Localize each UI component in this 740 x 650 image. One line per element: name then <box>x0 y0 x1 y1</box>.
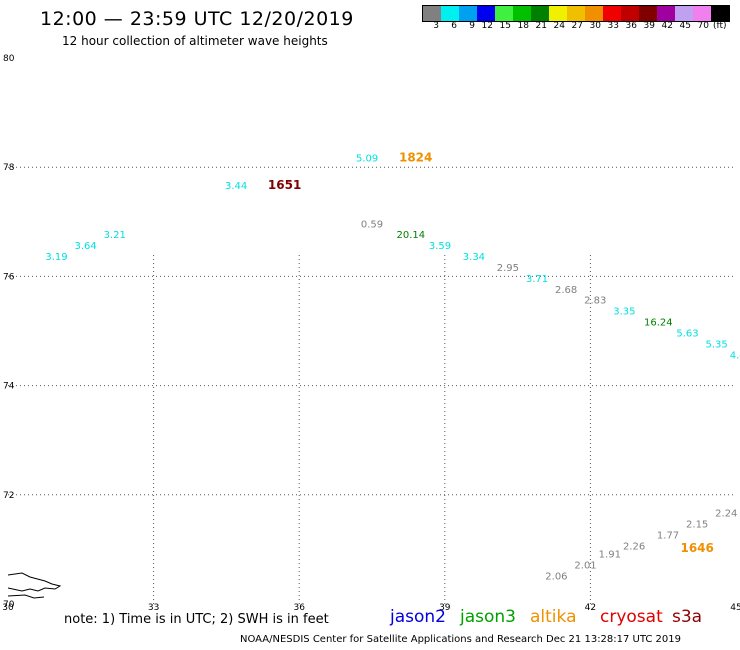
color-scale-label: 21 <box>535 21 547 31</box>
wave-height-label: 20.14 <box>397 230 426 241</box>
color-swatch <box>495 6 513 21</box>
legend-entry: s3a <box>672 607 703 627</box>
color-scale-labels: 3 6 9 12 15 18 21 24 27 30 33 36 39 42 45 70 <box>422 21 710 31</box>
longitude-tick-label: 45 <box>730 603 740 613</box>
wave-height-label: 4.41 <box>730 350 740 361</box>
color-swatch <box>549 6 567 21</box>
color-scale-label: 27 <box>571 21 583 31</box>
color-swatch <box>513 6 531 21</box>
color-swatch <box>603 6 621 21</box>
longitude-tick-label: 42 <box>585 603 596 613</box>
wave-height-label: 2.24 <box>715 509 737 520</box>
color-swatch <box>711 6 729 21</box>
color-scale-label: 24 <box>553 21 565 31</box>
wave-height-label: 16.24 <box>644 318 673 329</box>
legend-entry: altika <box>530 607 577 627</box>
color-swatch <box>675 6 693 21</box>
color-scale-label: 15 <box>499 21 511 31</box>
wave-height-label: 1.91 <box>599 550 621 561</box>
color-swatch <box>657 6 675 21</box>
wave-height-label: 1.77 <box>657 530 679 541</box>
wave-height-label: 3.34 <box>463 252 485 263</box>
longitude-tick-label: 30 <box>2 603 14 613</box>
color-swatch <box>477 6 495 21</box>
color-scale-label: 70 <box>697 21 709 31</box>
wave-height-label: 3.59 <box>429 241 451 252</box>
color-swatch <box>531 6 549 21</box>
wave-height-label: 3.35 <box>613 307 635 318</box>
wave-height-label: 3.44 <box>225 181 247 192</box>
coastline <box>7 594 45 599</box>
pass-time-label: 1646 <box>680 541 713 555</box>
latitude-tick-label: 78 <box>3 163 15 173</box>
wave-height-label: 5.35 <box>705 339 727 350</box>
wave-height-label: 2.06 <box>545 571 567 582</box>
wave-height-label: 2.95 <box>497 263 519 274</box>
color-scale-label: 42 <box>661 21 673 31</box>
color-swatch <box>441 6 459 21</box>
wave-height-label: 5.63 <box>676 328 698 339</box>
color-scale-unit: (ft) <box>713 21 727 31</box>
credit-line: NOAA/NESDIS Center for Satellite Applica… <box>240 634 682 645</box>
color-swatch <box>693 6 711 21</box>
color-scale-label: 30 <box>589 21 601 31</box>
color-scale-label: 36 <box>625 21 637 31</box>
color-scale-label: 33 <box>607 21 619 31</box>
color-scale-label: 18 <box>517 21 529 31</box>
color-swatch <box>567 6 585 21</box>
legend-entry: cryosat <box>600 607 663 627</box>
color-scale-label: 45 <box>679 21 691 31</box>
color-scale-label: 9 <box>469 21 475 31</box>
color-swatch <box>459 6 477 21</box>
longitude-tick-label: 36 <box>293 603 305 613</box>
longitude-tick-label: 39 <box>439 603 451 613</box>
latitude-tick-label: 74 <box>3 382 15 392</box>
latitude-tick-label: 72 <box>3 491 14 501</box>
wave-height-label: 2.15 <box>686 520 708 531</box>
map-title: 12:00 — 23:59 UTC 12/20/2019 <box>40 8 354 30</box>
color-swatch <box>621 6 639 21</box>
wave-height-label: 3.64 <box>75 241 97 252</box>
color-scale-label: 3 <box>433 21 439 31</box>
latitude-tick-label: 70 <box>3 600 15 610</box>
color-scale-label: 6 <box>451 21 457 31</box>
color-swatch <box>639 6 657 21</box>
color-scale-bar <box>422 5 730 22</box>
wave-height-label: 2.26 <box>623 541 645 552</box>
coastline <box>7 572 62 592</box>
wave-height-label: 0.59 <box>361 219 383 230</box>
longitude-tick-label: 33 <box>148 603 159 613</box>
latitude-tick-label: 76 <box>3 272 15 282</box>
wave-height-label: 2.68 <box>555 285 577 296</box>
latitude-tick-label: 80 <box>3 54 15 64</box>
legend-entry: jason3 <box>460 607 516 627</box>
pass-time-label: 1824 <box>399 151 432 165</box>
color-swatch <box>423 6 441 21</box>
wave-height-label: 2.01 <box>574 561 596 572</box>
pass-time-label: 1651 <box>268 178 301 192</box>
wave-height-label: 3.19 <box>45 252 67 263</box>
wave-height-label: 3.21 <box>104 230 126 241</box>
color-scale-label: 39 <box>643 21 655 31</box>
color-swatch <box>585 6 603 21</box>
legend-entry: jason2 <box>390 607 446 627</box>
color-scale-label: 12 <box>481 21 493 31</box>
footer-note: note: 1) Time is in UTC; 2) SWH is in fe… <box>64 612 329 627</box>
wave-height-label: 2.83 <box>584 296 606 307</box>
wave-height-label: 5.09 <box>356 154 378 165</box>
map-subtitle: 12 hour collection of altimeter wave hei… <box>62 34 328 48</box>
wave-height-label: 3.71 <box>526 274 548 285</box>
